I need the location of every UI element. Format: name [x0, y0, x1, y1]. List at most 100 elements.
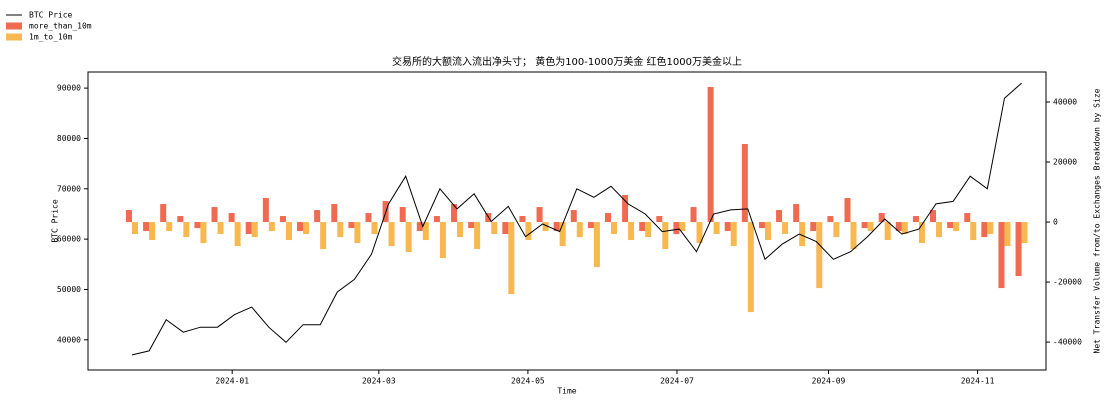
bar — [131, 222, 138, 235]
y2-tick-label: 20000 — [1053, 158, 1077, 167]
bar — [457, 222, 464, 238]
bar — [491, 222, 498, 235]
bar — [724, 222, 731, 232]
bar — [217, 222, 224, 235]
bar — [947, 222, 954, 229]
bar — [576, 222, 583, 238]
y-tick-label: 70000 — [57, 184, 81, 193]
bar — [622, 195, 629, 223]
bar — [508, 222, 515, 295]
bar — [673, 222, 680, 235]
bar — [713, 222, 720, 235]
bar — [519, 216, 526, 223]
x-tick-label: 2024-07 — [660, 377, 694, 386]
bar — [799, 222, 806, 247]
chart-title: 交易所的大额流入流出净头寸； 黄色为100-1000万美金 红色1000万美金以… — [392, 55, 742, 68]
bar — [279, 216, 286, 223]
bar — [707, 87, 714, 223]
bar — [451, 204, 458, 223]
bar — [953, 222, 960, 232]
bar — [337, 222, 344, 238]
bar — [867, 222, 874, 232]
bar — [861, 222, 868, 229]
legend-label: 1m_to_10m — [29, 33, 73, 42]
bar — [542, 222, 549, 232]
plot-frame — [87, 71, 1047, 371]
bar — [782, 222, 789, 235]
bar — [502, 222, 509, 235]
bar — [365, 213, 372, 223]
y-axis-label: BTC Price — [51, 199, 60, 243]
bar — [918, 222, 925, 244]
bar — [166, 222, 173, 232]
bar — [416, 222, 423, 232]
bar — [297, 222, 304, 232]
bar — [776, 210, 783, 223]
bar — [679, 222, 686, 232]
bar — [610, 222, 617, 235]
bar — [399, 207, 406, 223]
legend-label: BTC Price — [29, 11, 73, 20]
bar — [816, 222, 823, 289]
bar — [747, 222, 754, 313]
bar — [268, 222, 275, 232]
bar — [194, 222, 201, 229]
bar — [314, 210, 321, 223]
y-tick-label: 50000 — [57, 285, 81, 294]
x-tick-label: 2024-03 — [362, 377, 396, 386]
legend-label: more_than_10m — [29, 22, 92, 31]
bar — [1015, 222, 1022, 277]
bar — [262, 198, 269, 223]
bar — [439, 222, 446, 259]
y2-tick-label: -20000 — [1053, 278, 1082, 287]
bar — [422, 222, 429, 241]
bar — [758, 222, 765, 229]
y-tick-label: 80000 — [57, 134, 81, 143]
bar — [285, 222, 292, 241]
bar — [645, 222, 652, 238]
y2-tick-label: 40000 — [1053, 98, 1077, 107]
legend-swatch — [6, 22, 22, 30]
bar — [662, 222, 669, 250]
bar — [884, 222, 891, 241]
bar — [143, 222, 150, 232]
bar — [331, 204, 338, 223]
bar — [587, 222, 594, 229]
bar — [593, 222, 600, 268]
bar — [878, 213, 885, 223]
bar — [827, 216, 834, 223]
x-tick-label: 2024-05 — [511, 377, 545, 386]
bar — [936, 222, 943, 238]
bar — [525, 222, 532, 241]
y2-axis-label: Net Transfer Volume from/to Exchanges Br… — [1093, 88, 1102, 353]
bar — [371, 222, 378, 235]
y-tick-label: 90000 — [57, 84, 81, 93]
price-line — [131, 82, 1022, 356]
y2-tick-label: 0 — [1053, 218, 1058, 227]
bar — [228, 213, 235, 223]
x-tick-label: 2024-01 — [215, 377, 249, 386]
bar — [970, 222, 977, 241]
y2-tick-label: -40000 — [1053, 338, 1082, 347]
bar — [833, 222, 840, 238]
bar — [987, 222, 994, 235]
bar — [160, 204, 167, 223]
bar — [405, 222, 412, 253]
bar — [850, 222, 857, 250]
bar — [474, 222, 481, 250]
bar — [730, 222, 737, 247]
bar — [930, 210, 937, 223]
bar — [964, 213, 971, 223]
bar — [656, 216, 663, 223]
bar — [696, 222, 703, 244]
bar — [320, 222, 327, 250]
y-tick-label: 60000 — [57, 235, 81, 244]
bar — [639, 222, 646, 232]
x-tick-label: 2024-09 — [812, 377, 846, 386]
legend-swatch — [6, 33, 22, 41]
x-tick-label: 2024-11 — [961, 377, 995, 386]
bar — [125, 210, 132, 223]
bar — [348, 222, 355, 229]
bar — [793, 204, 800, 223]
